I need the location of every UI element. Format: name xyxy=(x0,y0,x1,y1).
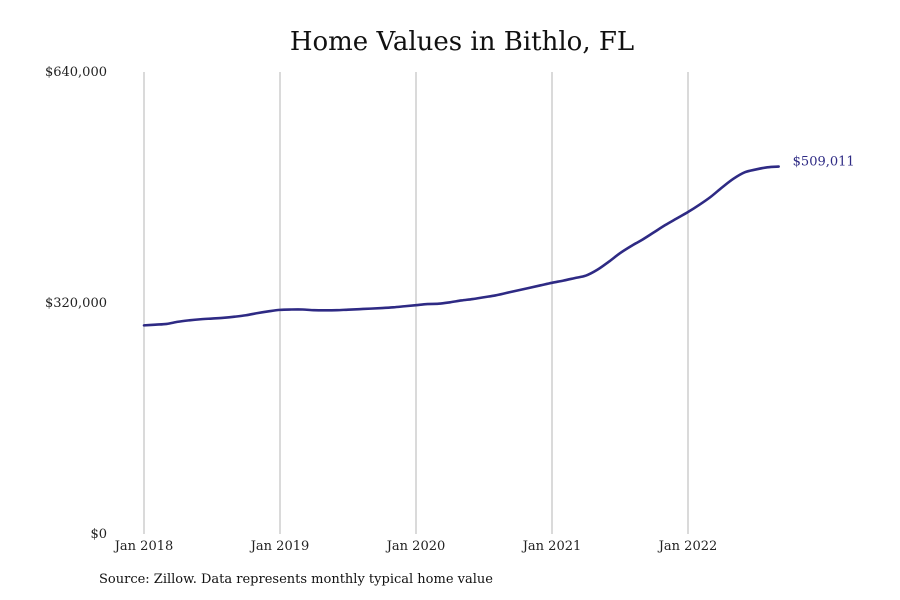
x-tick-label-3: Jan 2021 xyxy=(521,539,582,554)
y-tick-label-1: $320,000 xyxy=(45,296,107,311)
y-tick-label-0: $0 xyxy=(90,527,107,542)
grid-lines xyxy=(143,72,689,534)
y-axis-ticks: $0 $320,000 $640,000 xyxy=(45,65,107,542)
x-tick-label-2: Jan 2020 xyxy=(385,539,446,554)
chart-title: Home Values in Bithlo, FL xyxy=(289,27,635,57)
x-tick-label-0: Jan 2018 xyxy=(113,539,174,554)
x-tick-label-4: Jan 2022 xyxy=(657,539,718,554)
x-tick-label-1: Jan 2019 xyxy=(249,539,310,554)
source-note: Source: Zillow. Data represents monthly … xyxy=(99,572,493,587)
end-value-label: $509,011 xyxy=(793,155,855,170)
home-value-line xyxy=(142,165,780,327)
x-axis-ticks: Jan 2018 Jan 2019 Jan 2020 Jan 2021 Jan 2022 xyxy=(113,539,718,554)
y-tick-label-2: $640,000 xyxy=(45,65,107,80)
